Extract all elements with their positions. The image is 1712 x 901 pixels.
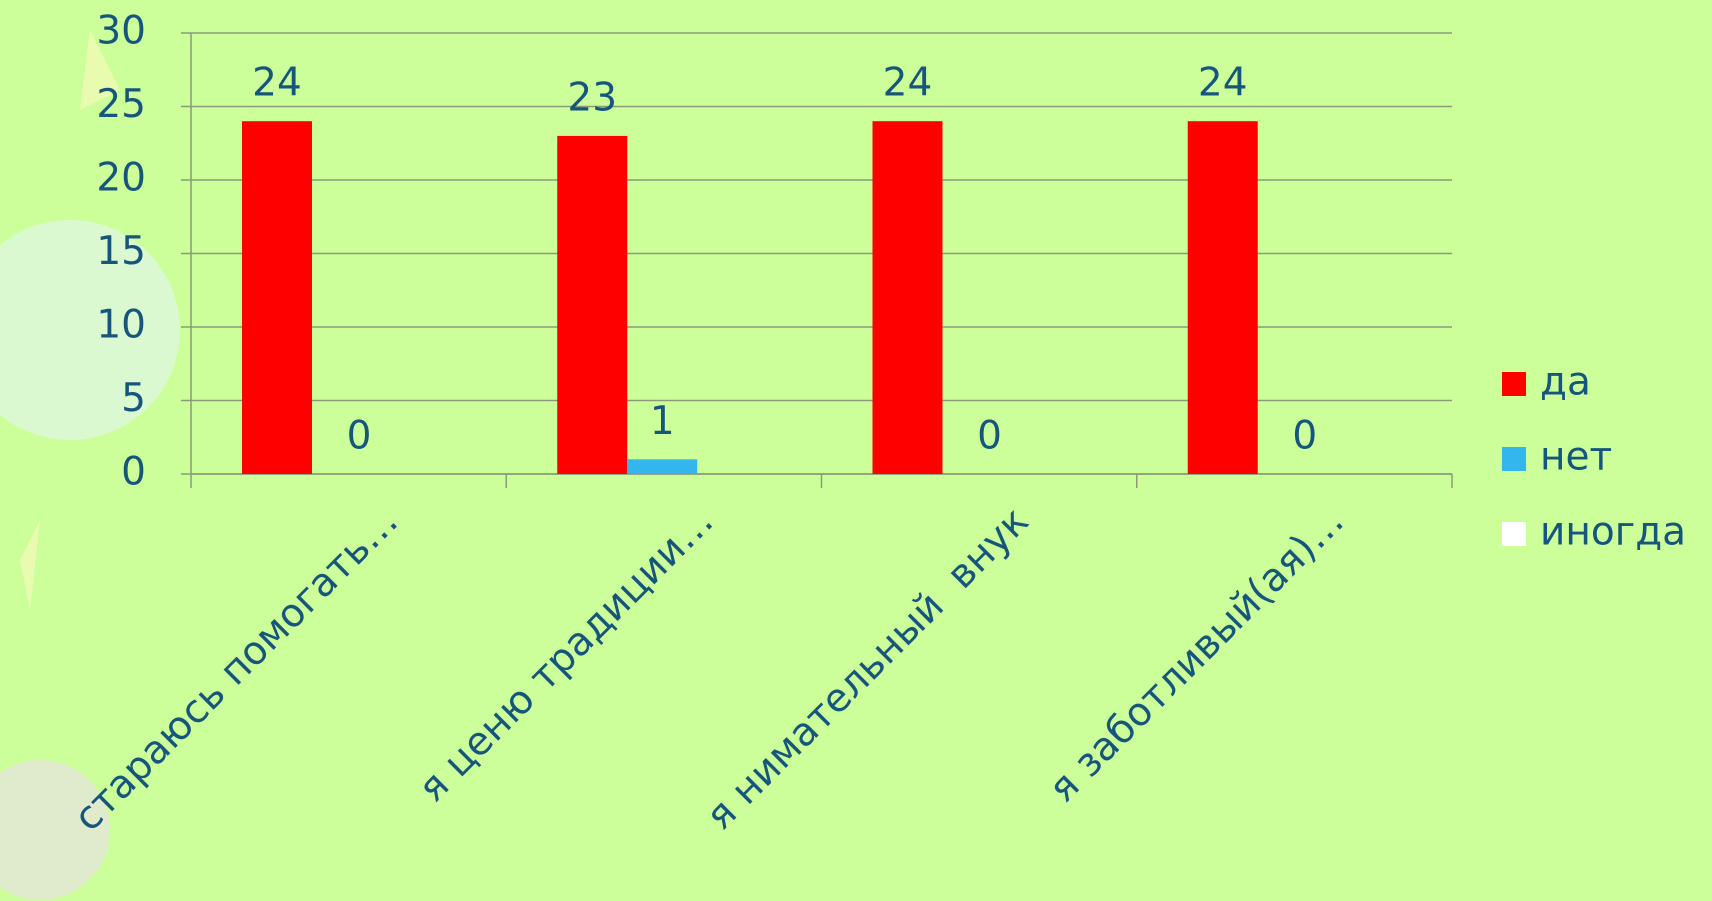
legend-swatch	[1502, 447, 1526, 471]
bar	[627, 459, 698, 474]
data-label: 0	[347, 414, 372, 459]
legend-label: да	[1540, 360, 1591, 405]
data-label: 24	[252, 61, 302, 106]
y-tick-label: 15	[96, 229, 146, 274]
legend-swatch	[1502, 522, 1526, 546]
data-label: 24	[1198, 61, 1248, 106]
legend-label: иногда	[1540, 510, 1686, 555]
y-tick-label: 20	[96, 156, 146, 201]
data-label: 0	[1292, 414, 1317, 459]
bar	[1187, 121, 1258, 474]
x-tick-label: я заботливый(ая)…	[1040, 499, 1353, 812]
decoration	[0, 30, 180, 900]
y-tick-label: 30	[96, 9, 146, 54]
legend-label: нет	[1540, 435, 1612, 480]
bar	[872, 121, 943, 474]
y-tick-label: 5	[121, 376, 146, 421]
x-tick-label: стараюсь помогать…	[66, 499, 408, 841]
bar	[242, 121, 312, 474]
legend-swatch	[1502, 372, 1526, 396]
bar	[557, 135, 628, 474]
data-label: 1	[650, 399, 675, 444]
x-tick-label: я ценю традиции…	[410, 499, 723, 812]
data-label: 0	[977, 414, 1002, 459]
y-tick-label: 10	[96, 303, 146, 348]
x-tick-label: я нимательный внук	[697, 499, 1037, 839]
data-label: 24	[883, 61, 933, 106]
data-label: 23	[567, 75, 617, 120]
y-tick-label: 0	[121, 450, 146, 495]
y-tick-label: 25	[96, 82, 146, 127]
